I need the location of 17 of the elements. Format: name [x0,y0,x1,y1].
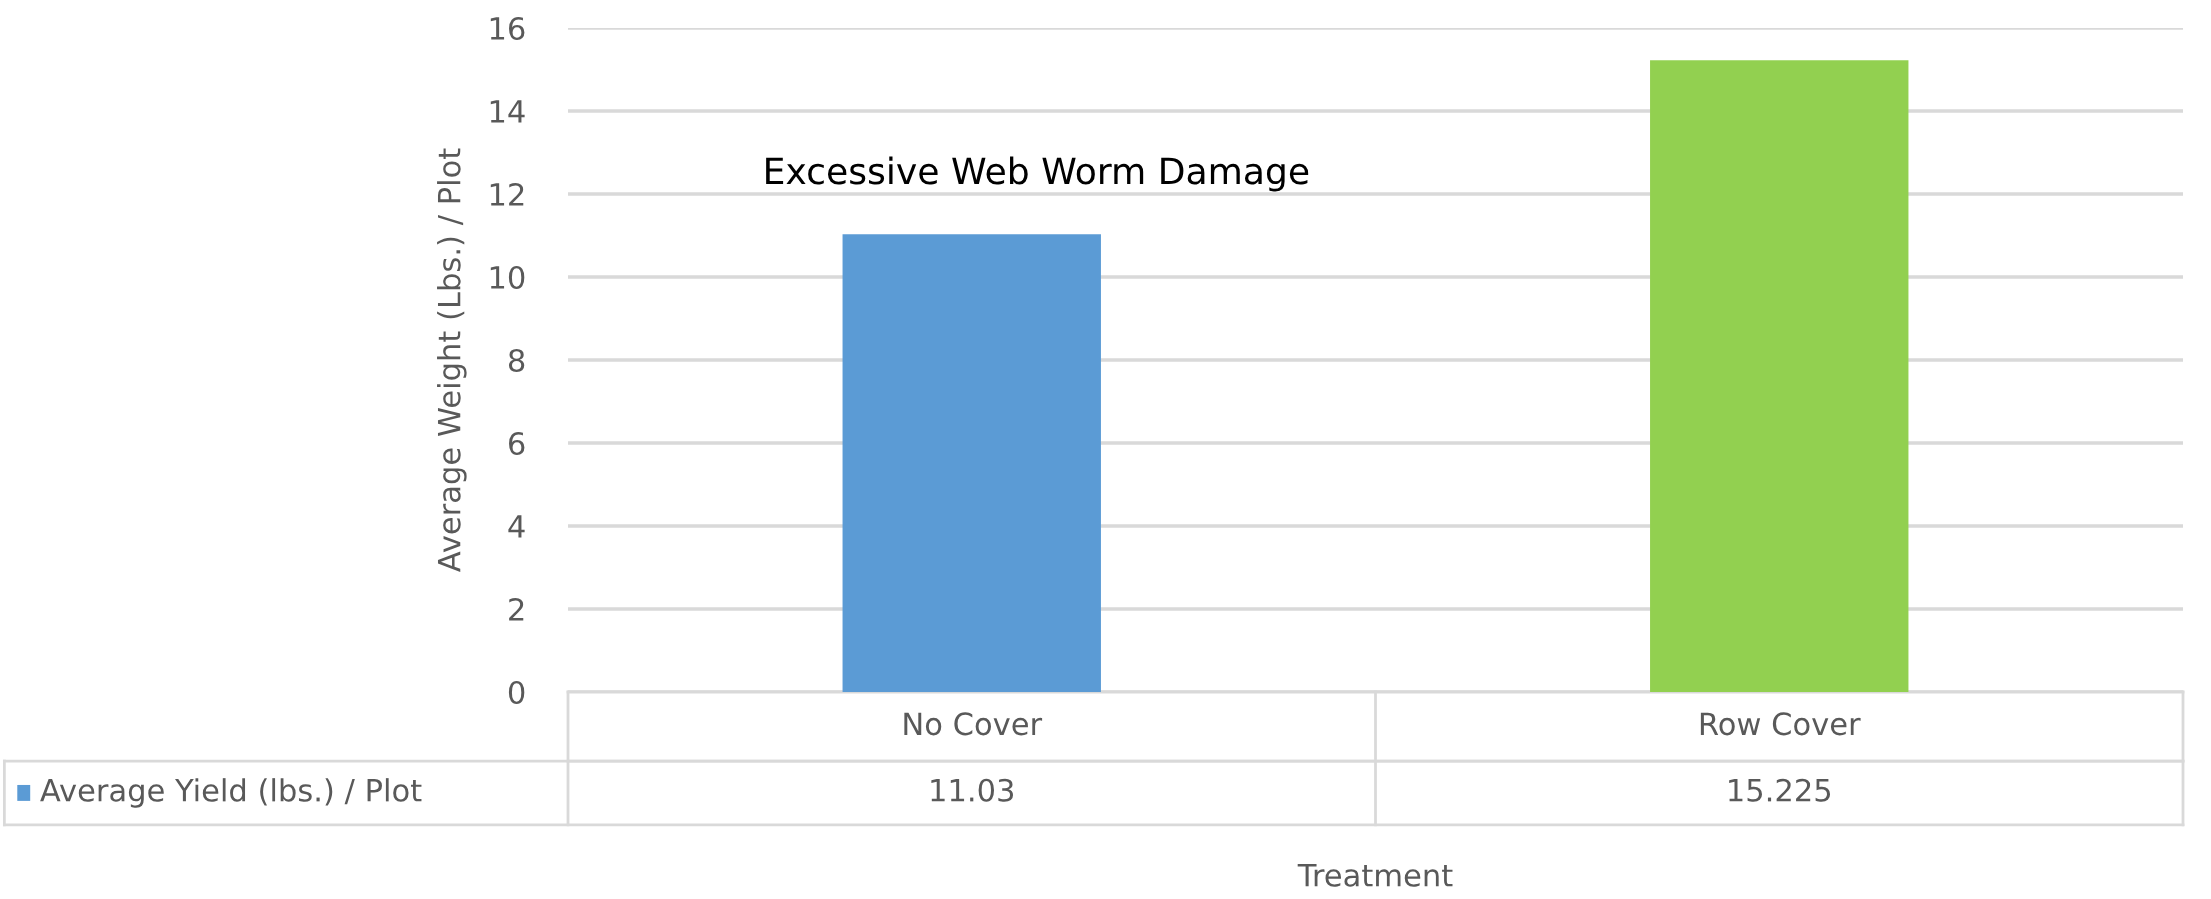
y-tick-label: 4 [508,515,525,538]
y-tick-label: 2 [509,597,524,621]
y-tick-label: 6 [509,431,525,456]
y-tick-label: 16 [490,16,525,41]
legend-label: Average Yield (lbs.) / Plot [40,778,422,808]
x-tick-label: No Cover [904,712,1043,736]
x-axis-title: Treatment [1297,864,1453,887]
data-label: 15.225 [1729,778,1831,802]
y-tick-label: 12 [490,182,524,206]
annotation: Excessive Web Worm Damage [766,156,1309,192]
y-tick-label: 14 [490,100,525,123]
y-axis-title: Average Weight (Lbs.) / Plot [437,148,467,573]
x-tick-label: Row Cover [1700,712,1861,736]
data-label: 11.03 [931,778,1014,802]
y-tick-label: 10 [490,265,525,290]
y-tick-label: 0 [508,680,525,705]
y-tick-label: 8 [508,348,525,373]
